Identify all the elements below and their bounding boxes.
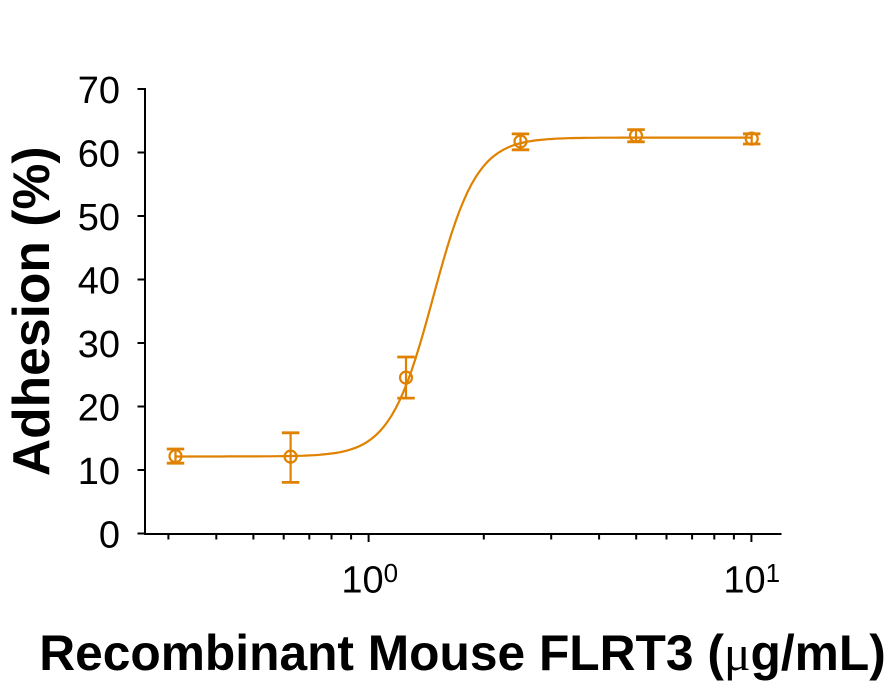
- svg-text:40: 40: [78, 260, 120, 302]
- svg-text:20: 20: [78, 387, 120, 429]
- svg-text:70: 70: [78, 70, 120, 112]
- svg-text:0: 0: [99, 514, 120, 556]
- svg-text:30: 30: [78, 324, 120, 366]
- svg-text:Recombinant Mouse FLRT3 (μg/mL: Recombinant Mouse FLRT3 (μg/mL): [39, 625, 886, 681]
- svg-text:10: 10: [78, 451, 120, 493]
- svg-text:60: 60: [78, 133, 120, 175]
- svg-text:Adhesion (%): Adhesion (%): [2, 146, 60, 476]
- svg-text:100: 100: [341, 558, 398, 602]
- svg-text:50: 50: [78, 197, 120, 239]
